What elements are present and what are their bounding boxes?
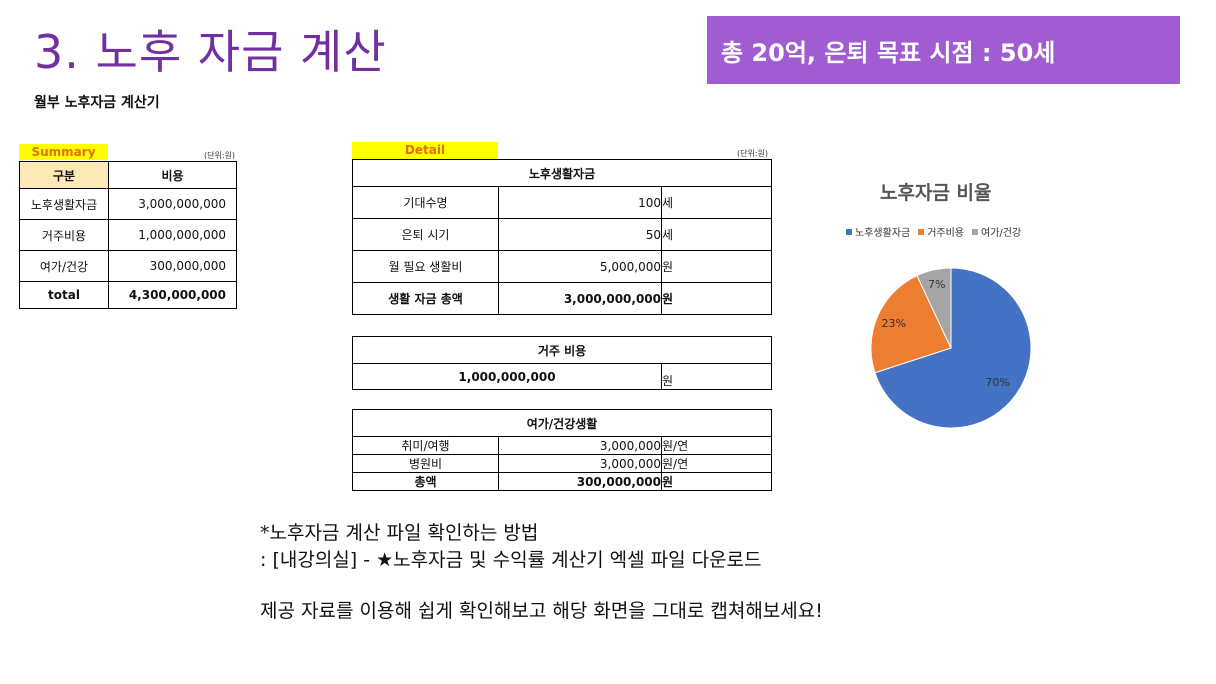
row-value: 3,000,000,000 [108,188,237,220]
table-row: 총액 300,000,000 원 [352,472,772,491]
page-title: 3. 노후 자금 계산 [34,25,387,79]
table-row: 월 필요 생활비 5,000,000 원 [352,250,772,283]
row-unit: 원 [661,282,772,315]
leisure-health-title: 여가/건강생활 [352,409,772,437]
housing-cost-table: 거주 비용 1,000,000,000 원 [352,336,772,390]
calculator-subtitle: 월부 노후자금 계산기 [34,95,160,111]
header-category: 구분 [19,161,109,189]
row-value: 1,000,000,000 [108,219,237,251]
row-unit: 원/연 [661,454,772,473]
legend-label: 거주비용 [927,228,965,239]
table-row: 은퇴 시기 50 세 [352,218,772,251]
legend-label: 노후생활자금 [855,228,911,239]
living-fund-table: 노후생활자금 기대수명 100 세 은퇴 시기 50 세 월 필요 생활비 5,… [352,159,772,315]
summary-unit: (단위:원) [204,151,236,160]
detail-label: Detail [352,142,498,159]
row-value: 5,000,000 [498,250,662,283]
leisure-health-table: 여가/건강생활 취미/여행 3,000,000 원/연 병원비 3,000,00… [352,409,772,491]
pie-slice [870,274,952,374]
row-name: 취미/여행 [352,436,499,455]
table-row: 병원비 3,000,000 원/연 [352,454,772,473]
legend-swatch [972,228,979,235]
pie-data-label: 23% [882,317,906,330]
legend-item: 노후생활자금 [846,224,910,239]
housing-cost-unit: 원 [661,363,772,390]
legend-item: 거주비용 [918,224,964,239]
living-fund-title: 노후생활자금 [352,159,772,187]
header-cost: 비용 [108,161,237,189]
note-line-3: 제공 자료를 이용해 쉽게 확인해보고 해당 화면을 그대로 캡쳐해보세요! [260,600,823,622]
row-value: 3,000,000 [498,454,662,473]
table-row: 취미/여행 3,000,000 원/연 [352,436,772,455]
legend-label: 여가/건강 [981,228,1022,239]
table-row: 노후생활자금 3,000,000,000 [19,188,237,220]
row-value: 100 [498,186,662,219]
row-unit: 원 [661,250,772,283]
total-value: 4,300,000,000 [108,281,237,309]
pie-chart: 70% 23% 7% [870,267,1032,429]
pie-slice [916,267,952,349]
chart-legend: 노후생활자금 거주비용 여가/건강 [846,224,1021,239]
pie-data-label: 7% [928,278,945,291]
table-row: 여가/건강 300,000,000 [19,250,237,282]
note-line-2: : [내강의실] - ★노후자금 및 수익률 계산기 엑셀 파일 다운로드 [260,549,762,571]
row-value: 50 [498,218,662,251]
row-name: 기대수명 [352,186,499,219]
table-row: 거주비용 1,000,000,000 [19,219,237,251]
housing-cost-value: 1,000,000,000 [352,363,662,390]
row-value: 3,000,000,000 [498,282,662,315]
row-name: 여가/건강 [19,250,109,282]
chart-title: 노후자금 비율 [880,182,992,204]
row-name: 총액 [352,472,499,491]
detail-unit: (단위:원) [737,149,769,158]
legend-swatch [918,228,925,235]
table-row: 생활 자금 총액 3,000,000,000 원 [352,282,772,315]
note-line-1: *노후자금 계산 파일 확인하는 방법 [260,522,539,544]
legend-swatch [846,228,852,235]
row-value: 300,000,000 [108,250,237,282]
summary-table: 구분 비용 노후생활자금 3,000,000,000 거주비용 1,000,00… [19,161,237,309]
summary-label: Summary [19,144,108,160]
pie-slice [874,267,1032,429]
row-unit: 원 [661,472,772,491]
pie-data-label: 70% [985,376,1009,389]
row-name: 거주비용 [19,219,109,251]
total-name: total [19,281,109,309]
row-unit: 세 [661,218,772,251]
goal-banner: 총 20억, 은퇴 목표 시점 : 50세 [707,16,1180,84]
table-row: 기대수명 100 세 [352,186,772,219]
row-value: 3,000,000 [498,436,662,455]
row-value: 300,000,000 [498,472,662,491]
row-name: 노후생활자금 [19,188,109,220]
row-name: 병원비 [352,454,499,473]
row-name: 월 필요 생활비 [352,250,499,283]
row-name: 은퇴 시기 [352,218,499,251]
row-unit: 세 [661,186,772,219]
legend-item: 여가/건강 [972,224,1021,239]
housing-cost-title: 거주 비용 [352,336,772,364]
row-unit: 원/연 [661,436,772,455]
total-row: total 4,300,000,000 [19,281,237,309]
row-name: 생활 자금 총액 [352,282,499,315]
